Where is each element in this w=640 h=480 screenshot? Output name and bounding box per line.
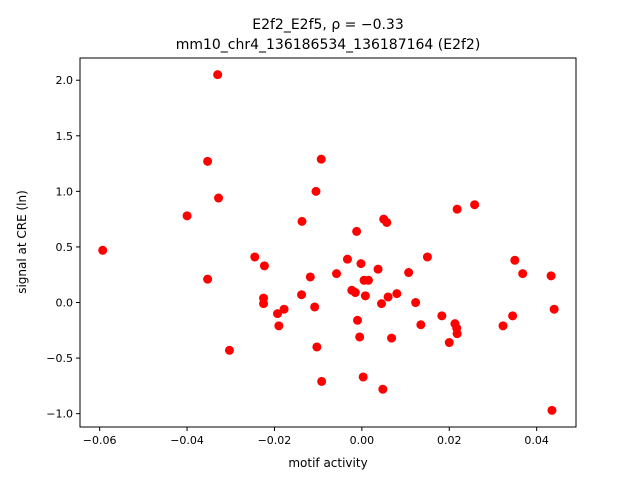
data-point xyxy=(422,252,432,262)
y-tick-label: 0.5 xyxy=(56,241,74,254)
data-point xyxy=(363,275,373,285)
data-point xyxy=(377,299,387,309)
data-point xyxy=(498,321,508,331)
data-point xyxy=(342,254,352,264)
data-point xyxy=(452,204,462,214)
y-tick-label: 0.0 xyxy=(56,297,74,310)
data-point xyxy=(273,309,283,319)
data-point xyxy=(352,226,362,236)
data-point xyxy=(224,345,234,355)
data-point xyxy=(546,271,556,281)
plot-area-frame xyxy=(79,57,577,428)
y-axis-label: signal at CRE (ln) xyxy=(15,190,29,294)
data-point xyxy=(444,338,454,348)
data-point xyxy=(518,269,528,279)
chart-title-line1: E2f2_E2f5, ρ = −0.33 xyxy=(252,17,404,33)
x-tick-label: −0.02 xyxy=(258,434,292,447)
data-point xyxy=(355,332,365,342)
y-tick-label: −1.0 xyxy=(46,408,73,421)
data-point xyxy=(382,217,392,227)
x-tick-label: 0.00 xyxy=(350,434,375,447)
data-point xyxy=(356,259,366,269)
data-point xyxy=(316,154,326,164)
data-point xyxy=(305,272,315,282)
data-point xyxy=(214,193,224,203)
x-tick-label: −0.06 xyxy=(83,434,117,447)
x-axis-label: motif activity xyxy=(288,456,367,470)
data-point xyxy=(392,289,402,299)
y-tick-label: 1.0 xyxy=(56,185,74,198)
x-axis-ticks: −0.06 −0.04 −0.02 0.00 0.02 0.04 xyxy=(83,427,549,447)
data-point xyxy=(317,376,327,386)
data-point xyxy=(182,211,192,221)
data-point xyxy=(547,405,557,415)
data-point xyxy=(297,290,307,300)
data-point xyxy=(358,372,368,382)
data-point xyxy=(549,304,559,314)
data-point xyxy=(411,298,421,308)
chart-title-line2: mm10_chr4_136186534_136187164 (E2f2) xyxy=(176,37,481,53)
data-point xyxy=(259,299,269,309)
x-tick-label: 0.02 xyxy=(437,434,462,447)
data-point xyxy=(203,156,213,166)
data-point xyxy=(387,333,397,343)
data-point xyxy=(312,342,322,352)
data-point xyxy=(452,329,462,339)
y-tick-label: 2.0 xyxy=(56,74,74,87)
data-point xyxy=(470,200,480,210)
data-point xyxy=(510,255,520,265)
data-point xyxy=(508,311,518,321)
data-point xyxy=(259,261,269,271)
data-point xyxy=(310,302,320,312)
data-point xyxy=(311,186,321,196)
data-point xyxy=(98,245,108,255)
data-point xyxy=(203,274,213,284)
y-axis-ticks: −1.0 −0.5 0.0 0.5 1.0 1.5 2.0 xyxy=(46,74,80,421)
data-point xyxy=(404,268,414,278)
data-point xyxy=(350,288,360,298)
data-point xyxy=(360,291,370,301)
data-point xyxy=(378,384,388,394)
data-point xyxy=(274,321,284,331)
data-point xyxy=(416,320,426,330)
data-point xyxy=(297,216,307,226)
y-tick-label: 1.5 xyxy=(56,130,74,143)
data-point xyxy=(279,304,289,314)
data-point xyxy=(383,292,393,302)
data-point xyxy=(437,311,447,321)
data-point xyxy=(213,70,223,80)
data-point xyxy=(250,252,260,262)
y-tick-label: −0.5 xyxy=(46,352,73,365)
data-point xyxy=(373,264,383,274)
data-point xyxy=(353,315,362,325)
data-point xyxy=(332,269,342,279)
data-points xyxy=(98,70,559,415)
x-tick-label: 0.04 xyxy=(524,434,549,447)
x-tick-label: −0.04 xyxy=(170,434,204,447)
